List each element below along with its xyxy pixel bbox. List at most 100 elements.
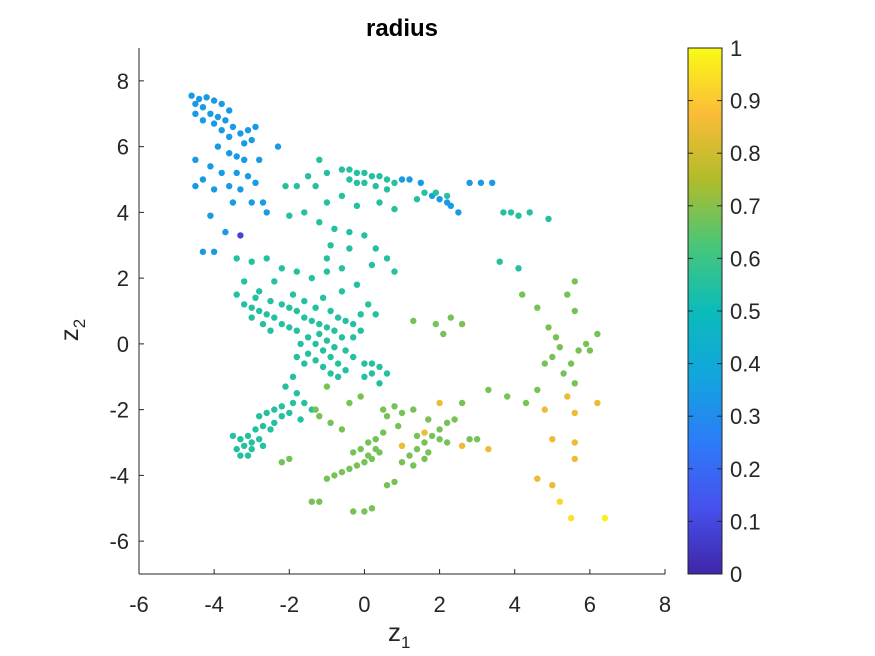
scatter-point: [376, 380, 383, 387]
scatter-point: [432, 189, 439, 196]
scatter-point: [500, 209, 507, 216]
scatter-point: [368, 261, 376, 269]
scatter-point: [361, 508, 368, 515]
scatter-point: [466, 179, 473, 186]
scatter-point: [357, 327, 364, 334]
scatter-point: [380, 429, 387, 436]
scatter-point: [353, 202, 361, 209]
scatter-point: [451, 416, 458, 423]
scatter-point: [376, 173, 383, 180]
scatter-point: [323, 475, 331, 482]
scatter-point: [571, 439, 578, 446]
scatter-point: [248, 304, 255, 311]
scatter-point: [210, 186, 218, 193]
scatter-point: [237, 130, 244, 137]
scatter-point: [278, 265, 285, 272]
scatter-point: [316, 413, 323, 420]
scatter-point: [263, 209, 270, 216]
scatter-point: [353, 462, 361, 469]
scatter-point: [440, 330, 447, 338]
scatter-point: [413, 445, 421, 453]
scatter-point: [346, 245, 353, 252]
colorbar-tick-label: 0.4: [730, 352, 761, 377]
scatter-point: [357, 311, 364, 318]
scatter-point: [515, 265, 522, 272]
y-tick-label: -4: [109, 463, 129, 488]
scatter-point: [443, 192, 451, 200]
scatter-point: [350, 449, 357, 456]
scatter-point: [241, 156, 248, 163]
scatter-point: [594, 399, 601, 407]
x-tick-label: -2: [280, 592, 300, 617]
scatter-point: [383, 370, 391, 377]
scatter-point: [368, 505, 376, 512]
scatter-point: [312, 304, 319, 311]
scatter-point: [376, 363, 383, 371]
scatter-point: [304, 350, 312, 357]
scatter-point: [346, 465, 353, 472]
scatter-point: [391, 403, 398, 410]
y-tick-label: 4: [117, 200, 129, 225]
scatter-point: [259, 442, 267, 449]
scatter-point: [334, 373, 342, 380]
scatter-point: [267, 327, 274, 334]
scatter-point: [443, 199, 451, 206]
scatter-point: [244, 432, 252, 440]
scatter-point: [323, 324, 331, 331]
scatter-point: [485, 445, 492, 453]
scatter-point: [350, 353, 357, 361]
scatter-point: [244, 452, 252, 459]
scatter-point: [233, 255, 240, 262]
y-axis-label: z2: [54, 319, 89, 341]
scatter-point: [308, 274, 315, 282]
scatter-point: [323, 337, 331, 344]
scatter-point: [195, 95, 203, 103]
scatter-point: [380, 406, 387, 413]
scatter-point: [222, 117, 229, 124]
scatter-point: [567, 514, 575, 522]
chart-title: radius: [366, 15, 438, 42]
scatter-point: [417, 179, 424, 186]
scatter-point: [346, 166, 353, 173]
scatter-point: [346, 228, 353, 236]
scatter-point: [443, 419, 451, 426]
scatter-point: [447, 314, 454, 321]
y-tick-label: 8: [117, 69, 129, 94]
scatter-point: [323, 268, 331, 275]
colorbar-tick-label: 0.1: [730, 509, 761, 534]
scatter-point: [443, 439, 451, 446]
scatter-point: [319, 347, 327, 354]
scatter-point: [372, 245, 379, 252]
colorbar-tick-label: 0.3: [730, 404, 761, 429]
scatter-point: [229, 123, 237, 131]
scatter-point: [286, 304, 293, 311]
scatter-point: [391, 205, 398, 213]
scatter-point: [571, 455, 578, 463]
scatter-point: [327, 419, 334, 426]
scatter-point: [210, 120, 218, 127]
scatter-point: [278, 459, 285, 466]
colorbar-tick-label: 0.7: [730, 194, 761, 219]
scatter-point: [357, 393, 364, 400]
scatter-point: [466, 436, 473, 443]
scatter-point: [436, 196, 443, 203]
scatter-point: [316, 320, 323, 328]
scatter-point: [207, 212, 214, 219]
scatter-point: [567, 360, 575, 367]
scatter-point: [436, 436, 443, 443]
scatter-point: [413, 196, 421, 203]
scatter-point: [496, 258, 503, 265]
scatter-point: [241, 278, 248, 285]
scatter-point: [199, 117, 207, 124]
scatter-point: [338, 288, 346, 295]
scatter-point: [188, 92, 195, 99]
scatter-point: [263, 311, 270, 318]
scatter-point: [421, 429, 428, 436]
scatter-point: [256, 288, 263, 295]
scatter-point: [203, 94, 210, 101]
scatter-point: [526, 209, 533, 216]
scatter-point: [571, 380, 578, 387]
scatter-point: [571, 409, 578, 417]
scatter-point: [398, 459, 406, 466]
scatter-point: [338, 265, 346, 272]
